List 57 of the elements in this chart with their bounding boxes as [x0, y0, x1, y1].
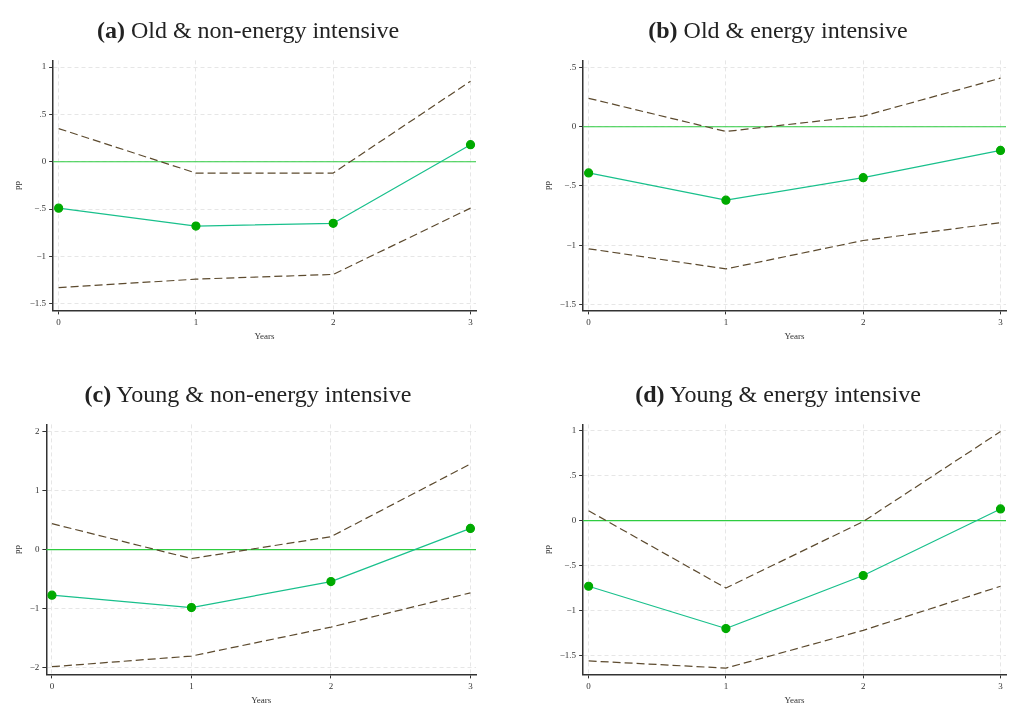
y-tick-label: −.5 [564, 559, 577, 570]
line-series [588, 430, 1002, 589]
y-tick-label: .5 [569, 470, 577, 481]
line-series [588, 222, 1002, 270]
x-tick-label: 0 [586, 317, 592, 328]
chart-title: (d) Young & energy intensive [635, 381, 921, 407]
x-tick-label: 2 [860, 317, 866, 328]
y-tick-label: −1 [29, 603, 40, 614]
y-tick-label: −1 [566, 239, 577, 250]
x-tick-label: 1 [189, 681, 194, 692]
y-axis-title: pp [541, 180, 552, 190]
y-tick-label: −1.5 [559, 649, 577, 660]
y-tick-label: 0 [41, 156, 47, 167]
x-tick-label: 0 [586, 681, 592, 692]
x-tick-label: 3 [468, 317, 474, 328]
y-tick-label: −2 [29, 662, 40, 673]
y-axis-title: pp [11, 544, 22, 554]
x-tick-label: 1 [723, 681, 729, 692]
y-tick-label: 0 [571, 514, 577, 525]
chart-title: (c) Young & non-energy intensive [84, 381, 412, 407]
x-tick-label: 3 [998, 317, 1004, 328]
x-tick-label: 0 [49, 681, 55, 692]
x-tick-label: 3 [468, 681, 474, 692]
y-tick-label: −1 [566, 604, 577, 615]
x-tick-label: 1 [193, 317, 199, 328]
line-series [588, 77, 1002, 133]
chart-title: (b) Old & energy intensive [648, 17, 908, 43]
y-tick-label: 1 [571, 425, 577, 436]
chart-title: (a) Old & non-energy intensive [96, 17, 400, 43]
x-axis-title: Years [784, 694, 806, 705]
x-tick-label: 2 [860, 681, 866, 692]
x-tick-label: 2 [328, 681, 334, 692]
x-tick-label: 2 [330, 317, 336, 328]
y-tick-label: −.5 [34, 203, 47, 214]
y-axis-title: pp [541, 544, 552, 554]
line-series [588, 585, 1002, 669]
line-series [51, 592, 472, 668]
y-tick-label: .5 [39, 108, 47, 119]
y-tick-label: 0 [34, 544, 40, 555]
y-axis-title: pp [11, 180, 22, 190]
x-axis-title: Years [251, 694, 272, 705]
line-series [51, 463, 472, 560]
y-tick-label: 2 [34, 425, 40, 436]
x-tick-label: 1 [723, 317, 729, 328]
y-tick-label: −.5 [564, 180, 577, 191]
y-tick-label: 1 [34, 484, 40, 495]
y-tick-label: 1 [41, 61, 47, 72]
y-tick-label: −1 [36, 250, 47, 261]
x-tick-label: 3 [998, 681, 1004, 692]
y-tick-label: .5 [569, 61, 577, 72]
x-axis-title: Years [784, 330, 806, 341]
x-tick-label: 0 [56, 317, 62, 328]
y-tick-label: 0 [571, 121, 577, 132]
y-tick-label: −1.5 [559, 298, 577, 309]
x-axis-title: Years [254, 330, 276, 341]
line-series [58, 207, 472, 289]
y-tick-label: −1.5 [29, 298, 47, 309]
